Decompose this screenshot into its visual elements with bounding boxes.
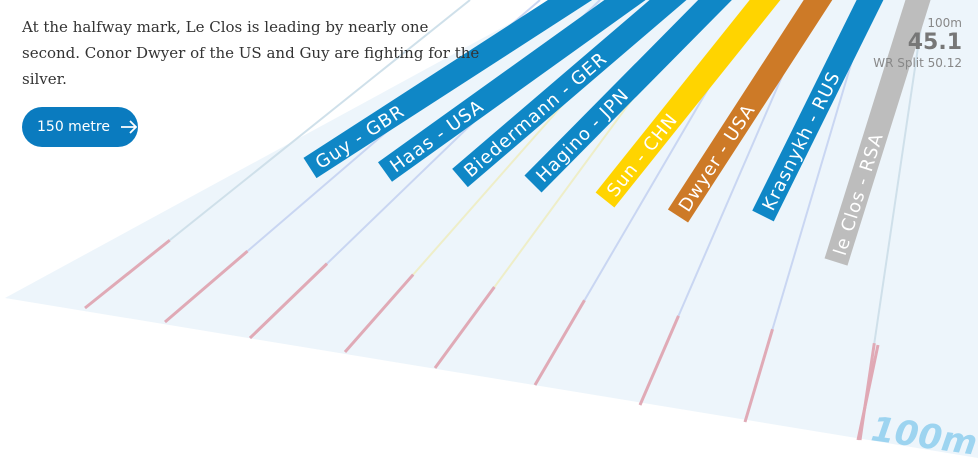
lane-marker — [638, 315, 680, 406]
button-label: 150 metre — [37, 119, 110, 135]
lane-marker — [84, 239, 171, 310]
lane-marker — [433, 286, 496, 369]
swimmer-bar — [303, 0, 611, 179]
lane-marker — [248, 262, 329, 340]
swimmer-bar — [752, 0, 899, 222]
swimmer-bar — [595, 0, 800, 208]
swimmer-bar — [452, 0, 707, 188]
arrow-icon — [120, 120, 138, 134]
lane-marker — [743, 328, 774, 423]
split-distance: 100m — [927, 16, 962, 30]
intro-text: At the halfway mark, Le Clos is leading … — [22, 18, 480, 88]
split-record: WR Split 50.12 — [873, 56, 962, 70]
next-button[interactable]: 150 metre — [22, 107, 138, 147]
swimmer-bar — [824, 0, 942, 266]
lane-marker — [343, 273, 415, 353]
lane-marker — [164, 250, 249, 324]
swimmer-bar — [524, 0, 752, 193]
swimmer-bar — [378, 0, 665, 182]
swimmer-bar — [667, 0, 850, 223]
finish-lane-marker — [856, 344, 880, 441]
lane-marker — [533, 299, 586, 386]
split-panel: 100m 45.1 WR Split 50.12 — [873, 16, 962, 70]
split-time: 45.1 — [907, 30, 962, 55]
